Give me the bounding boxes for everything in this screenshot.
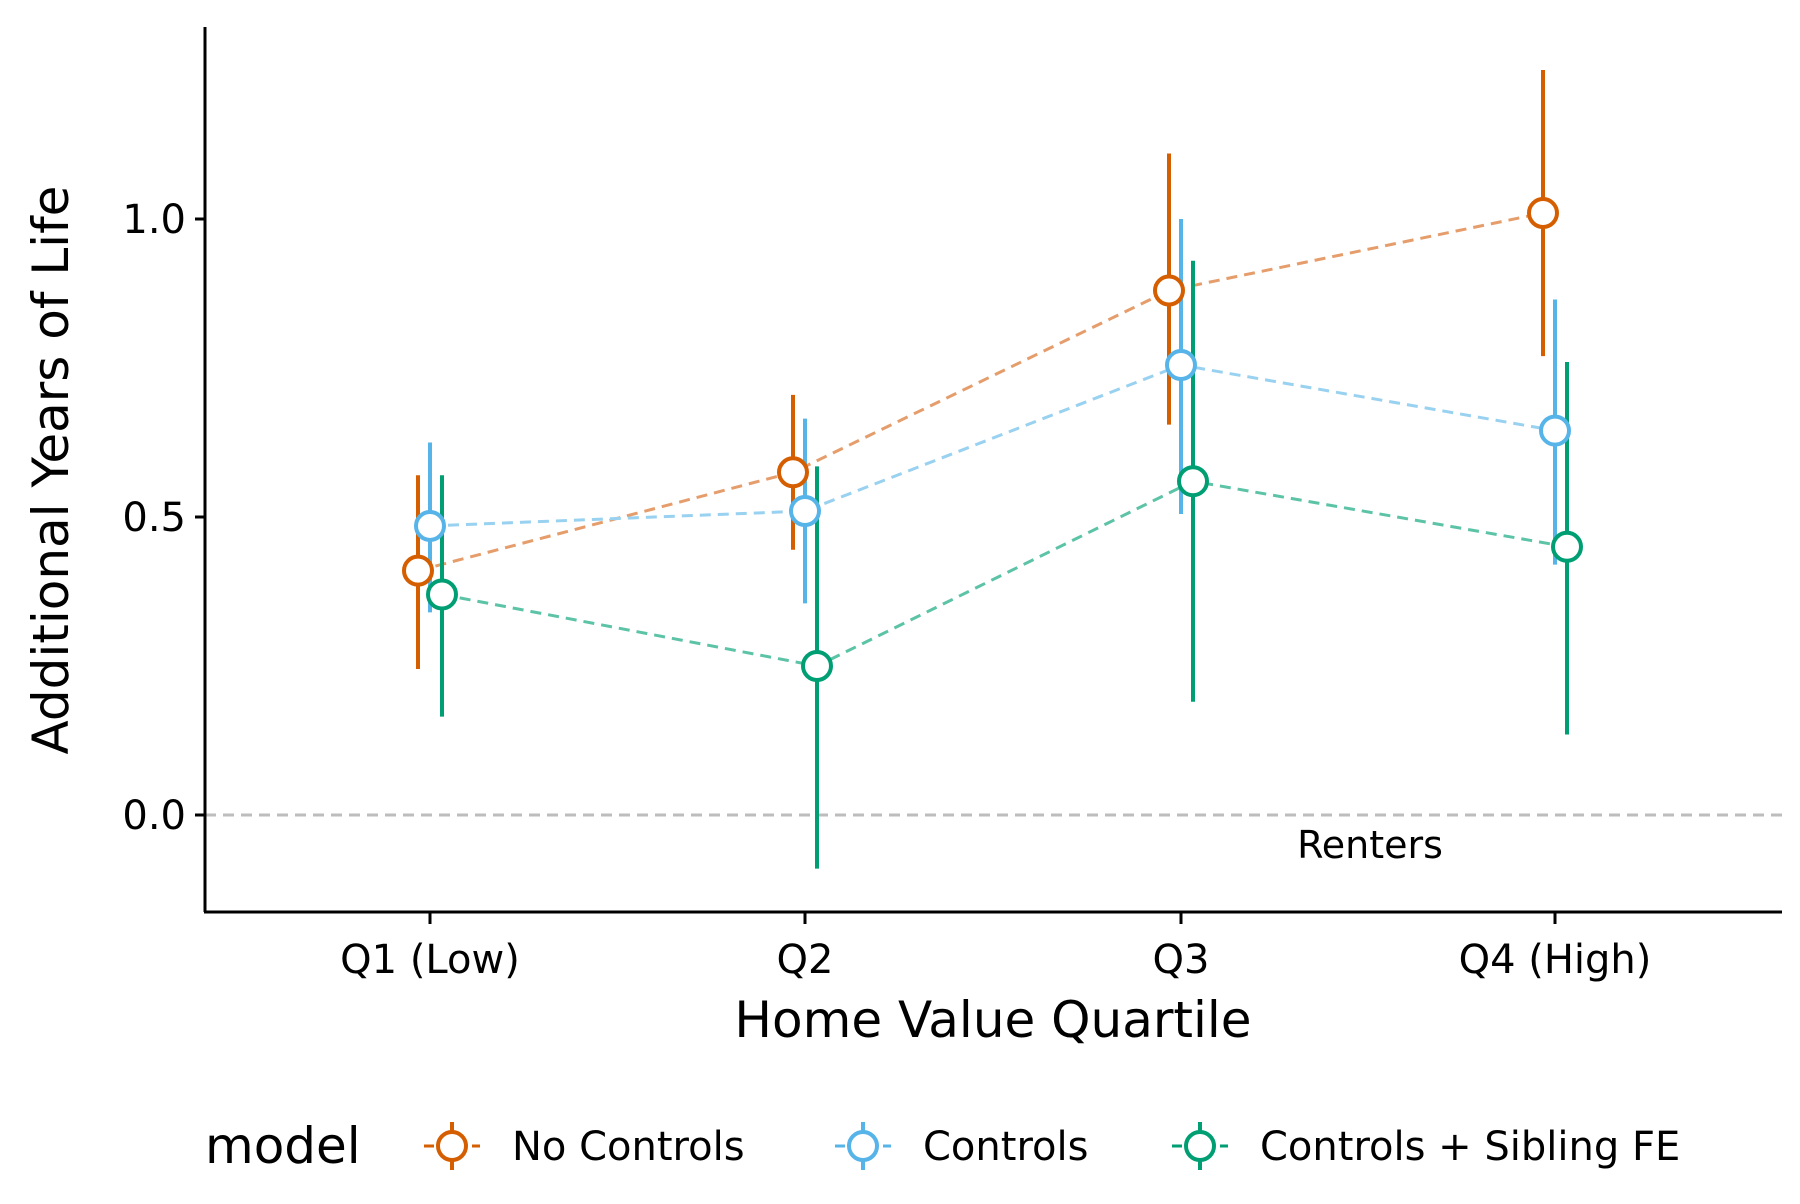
legend-key-point [1184, 1130, 1216, 1162]
data-point [402, 554, 434, 587]
legend-item-label: Controls + Sibling FE [1260, 1124, 1680, 1170]
legend-item-label: No Controls [512, 1124, 745, 1170]
data-point [1527, 197, 1559, 230]
series-lines-group [417, 211, 1568, 668]
points-group [402, 197, 1583, 682]
data-point [777, 456, 809, 489]
y-tick-label: 0.5 [122, 495, 186, 541]
data-point [1153, 274, 1185, 307]
x-tick-label: Q2 [777, 937, 834, 983]
legend: model No Controls Controls Controls + Sibl… [205, 1117, 1680, 1175]
x-tick-label: Q1 (Low) [340, 937, 520, 983]
y-tick-label: 1.0 [122, 197, 186, 243]
data-point [801, 650, 833, 682]
series-line [441, 479, 1568, 668]
data-point [1165, 349, 1197, 382]
error-bars-group [416, 70, 1569, 869]
data-point [1177, 465, 1209, 498]
axes-group [203, 27, 1782, 914]
x-tick-label: Q4 (High) [1459, 937, 1652, 983]
data-point [414, 509, 446, 542]
data-point [1551, 530, 1583, 563]
data-point [426, 578, 458, 611]
x-ticks-group: Q1 (Low) Q2 Q3 Q4 (High) [340, 912, 1651, 983]
y-ticks-group: 0.0 0.5 1.0 [122, 197, 205, 839]
legend-key-point [847, 1130, 879, 1162]
legend-item-label: Controls [923, 1124, 1088, 1170]
data-point [1539, 414, 1571, 447]
y-axis-label: Additional Years of Life [22, 186, 80, 755]
series-line [417, 211, 1544, 573]
data-point [789, 495, 821, 528]
annotation-renters: Renters [1297, 823, 1443, 867]
legend-title: model [205, 1117, 361, 1175]
x-axis-label: Home Value Quartile [734, 991, 1251, 1049]
y-tick-label: 0.0 [122, 793, 186, 839]
series-line [429, 363, 1556, 528]
legend-key-point [436, 1130, 468, 1162]
x-tick-label: Q3 [1153, 937, 1210, 983]
